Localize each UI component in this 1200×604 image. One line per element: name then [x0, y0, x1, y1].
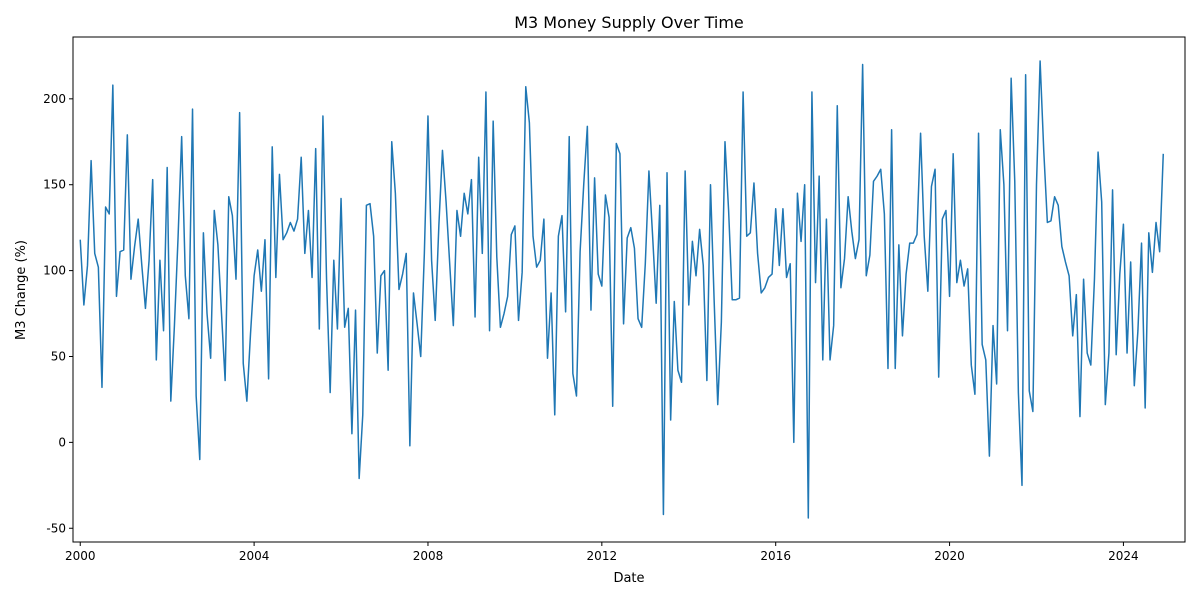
y-tick-label: -50 — [46, 521, 66, 535]
x-tick-label: 2000 — [65, 549, 96, 563]
x-tick-label: 2016 — [760, 549, 791, 563]
x-tick-label: 2024 — [1108, 549, 1139, 563]
x-axis: 2000 2004 2008 2012 2016 2020 2024 — [65, 542, 1139, 563]
plot-frame — [72, 36, 1186, 543]
y-tick-label: 0 — [58, 435, 66, 449]
plot-area — [79, 60, 1165, 519]
y-tick-label: 100 — [43, 264, 66, 278]
series-line — [79, 60, 1165, 519]
chart-title: M3 Money Supply Over Time — [514, 13, 744, 32]
x-tick-label: 2020 — [934, 549, 965, 563]
y-tick-label: 150 — [43, 178, 66, 192]
x-tick-label: 2004 — [239, 549, 270, 563]
y-tick-label: 200 — [43, 92, 66, 106]
y-tick-label: 50 — [51, 349, 66, 363]
y-axis-label: M3 Change (%) — [14, 240, 29, 340]
x-tick-label: 2012 — [587, 549, 618, 563]
y-axis: -50 0 50 100 150 200 — [43, 92, 73, 535]
x-tick-label: 2008 — [413, 549, 444, 563]
x-axis-label: Date — [613, 571, 644, 586]
